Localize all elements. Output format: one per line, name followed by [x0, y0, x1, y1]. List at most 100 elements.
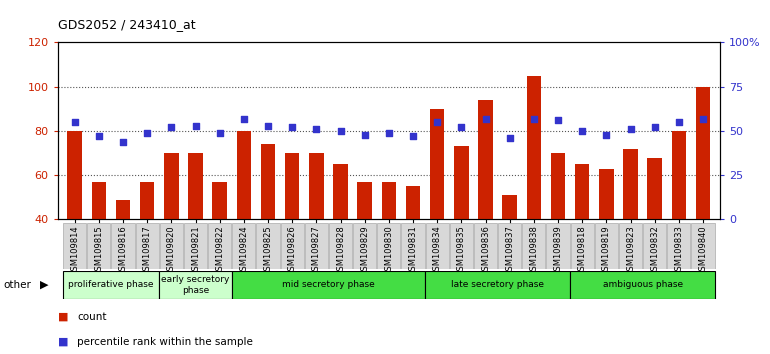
Text: mid secretory phase: mid secretory phase: [282, 280, 375, 290]
Text: GSM109822: GSM109822: [215, 225, 224, 276]
Bar: [68, 131, 82, 308]
Bar: [454, 147, 469, 308]
Point: [213, 130, 226, 136]
Text: GSM109815: GSM109815: [95, 225, 103, 276]
Text: GSM109829: GSM109829: [360, 225, 369, 276]
Point: [141, 130, 153, 136]
Text: GSM109824: GSM109824: [239, 225, 249, 276]
FancyBboxPatch shape: [353, 223, 377, 269]
Bar: [575, 164, 590, 308]
Text: proliferative phase: proliferative phase: [69, 280, 154, 290]
FancyBboxPatch shape: [619, 223, 642, 269]
Text: GSM109820: GSM109820: [167, 225, 176, 276]
Text: GSM109832: GSM109832: [650, 225, 659, 276]
FancyBboxPatch shape: [668, 223, 691, 269]
Text: count: count: [77, 312, 106, 322]
Text: ambiguous phase: ambiguous phase: [603, 280, 683, 290]
Point: [480, 116, 492, 121]
Text: late secretory phase: late secretory phase: [451, 280, 544, 290]
Bar: [309, 153, 323, 308]
Text: GSM109819: GSM109819: [602, 225, 611, 276]
Text: GSM109836: GSM109836: [481, 225, 490, 276]
Text: GSM109828: GSM109828: [336, 225, 345, 276]
Point: [648, 125, 661, 130]
FancyBboxPatch shape: [136, 223, 159, 269]
FancyBboxPatch shape: [329, 223, 352, 269]
Point: [69, 119, 81, 125]
Point: [92, 133, 105, 139]
Text: GSM109816: GSM109816: [119, 225, 128, 276]
Text: GSM109825: GSM109825: [263, 225, 273, 276]
Text: GSM109830: GSM109830: [384, 225, 393, 276]
Point: [504, 135, 516, 141]
FancyBboxPatch shape: [159, 223, 183, 269]
Bar: [671, 131, 686, 308]
FancyBboxPatch shape: [401, 223, 424, 269]
FancyBboxPatch shape: [498, 223, 521, 269]
Bar: [648, 158, 662, 308]
FancyBboxPatch shape: [377, 223, 400, 269]
Bar: [213, 182, 227, 308]
Point: [334, 128, 346, 134]
FancyBboxPatch shape: [256, 223, 280, 269]
FancyBboxPatch shape: [112, 223, 135, 269]
Text: GSM109833: GSM109833: [675, 225, 683, 276]
Text: early secretory
phase: early secretory phase: [162, 275, 229, 295]
Bar: [188, 153, 203, 308]
Text: GSM109837: GSM109837: [505, 225, 514, 276]
Bar: [164, 153, 179, 308]
Text: GSM109826: GSM109826: [288, 225, 296, 276]
Text: ■: ■: [58, 312, 69, 322]
Point: [673, 119, 685, 125]
Bar: [406, 186, 420, 308]
Bar: [261, 144, 275, 308]
Point: [189, 123, 202, 129]
Bar: [92, 182, 106, 308]
Text: GSM109814: GSM109814: [70, 225, 79, 276]
FancyBboxPatch shape: [87, 223, 110, 269]
FancyBboxPatch shape: [643, 223, 666, 269]
Text: GSM109827: GSM109827: [312, 225, 321, 276]
FancyBboxPatch shape: [547, 223, 570, 269]
Bar: [236, 131, 251, 308]
Bar: [357, 182, 372, 308]
Bar: [425, 271, 570, 299]
FancyBboxPatch shape: [63, 223, 86, 269]
Point: [600, 132, 612, 137]
Bar: [382, 182, 396, 308]
FancyBboxPatch shape: [305, 223, 328, 269]
Bar: [232, 271, 425, 299]
Text: GSM109838: GSM109838: [529, 225, 538, 276]
Point: [359, 132, 371, 137]
Point: [697, 116, 709, 121]
Text: GSM109835: GSM109835: [457, 225, 466, 276]
Point: [383, 130, 395, 136]
Bar: [333, 164, 348, 308]
Text: GSM109821: GSM109821: [191, 225, 200, 276]
Point: [431, 119, 444, 125]
FancyBboxPatch shape: [208, 223, 231, 269]
Text: GSM109817: GSM109817: [142, 225, 152, 276]
FancyBboxPatch shape: [594, 223, 618, 269]
Bar: [116, 200, 130, 308]
Point: [527, 116, 540, 121]
FancyBboxPatch shape: [450, 223, 473, 269]
Bar: [570, 271, 715, 299]
Bar: [623, 149, 638, 308]
Bar: [285, 153, 300, 308]
Text: GSM109840: GSM109840: [698, 225, 708, 276]
Bar: [599, 169, 614, 308]
Point: [624, 126, 637, 132]
Text: GSM109823: GSM109823: [626, 225, 635, 276]
Text: ▶: ▶: [40, 280, 49, 290]
Point: [117, 139, 129, 144]
Bar: [159, 271, 232, 299]
Text: other: other: [4, 280, 32, 290]
Bar: [478, 100, 493, 308]
Text: GSM109839: GSM109839: [554, 225, 563, 276]
Bar: [503, 195, 517, 308]
FancyBboxPatch shape: [571, 223, 594, 269]
FancyBboxPatch shape: [522, 223, 545, 269]
Bar: [140, 182, 155, 308]
Text: ■: ■: [58, 337, 69, 347]
